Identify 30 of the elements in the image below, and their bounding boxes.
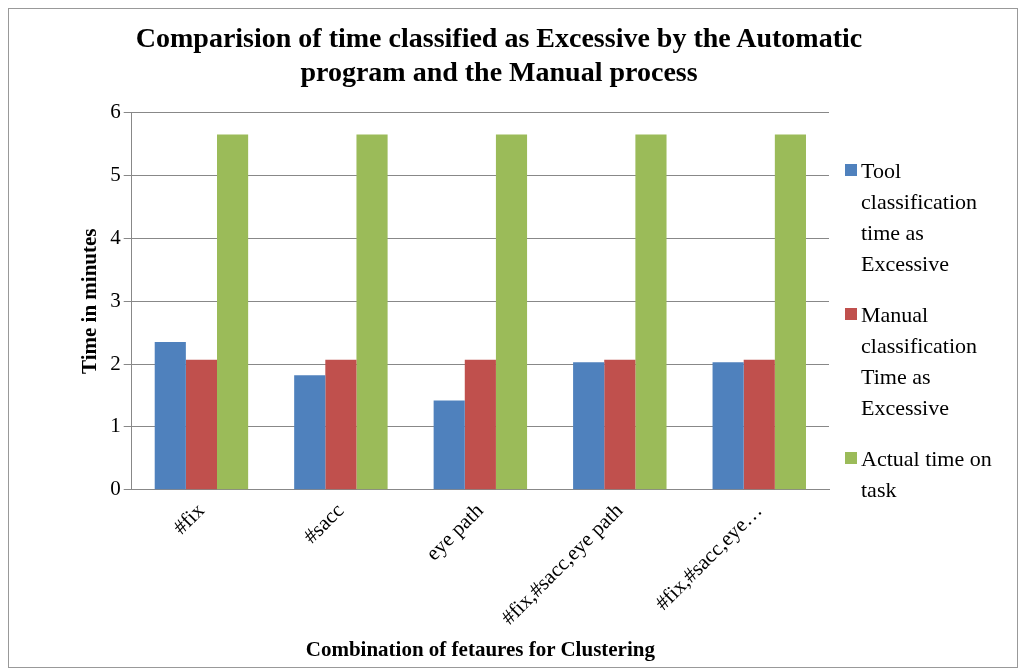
bar — [294, 375, 326, 490]
bar — [774, 134, 806, 490]
bar — [154, 342, 186, 490]
y-tick-label: 1 — [110, 413, 121, 438]
chart-title: Comparision of time classified as Excessive by the Automatic program and the Manual process — [134, 21, 864, 89]
x-tick-label: #fix — [167, 497, 210, 540]
y-tick-label: 2 — [110, 350, 121, 375]
x-axis-title: Combination of fetaures for Clustering — [305, 636, 656, 661]
bar — [185, 359, 217, 490]
bar — [325, 359, 357, 490]
y-tick-label: 5 — [110, 161, 121, 186]
bar — [495, 134, 528, 490]
bar — [573, 362, 605, 490]
bar — [217, 134, 249, 490]
legend-label: Tool classification time as Excessive — [861, 157, 979, 278]
bar — [712, 362, 744, 490]
y-tick-label: 6 — [110, 99, 121, 124]
bar — [743, 359, 775, 490]
legend-label: Actual time on task — [861, 445, 993, 504]
x-tick-label: eye path — [420, 497, 489, 566]
y-tick-label: 0 — [110, 476, 121, 501]
y-tick-label: 3 — [110, 287, 121, 312]
bar — [356, 134, 388, 490]
bar — [433, 400, 465, 490]
y-tick-label: 4 — [110, 224, 122, 249]
bar — [464, 359, 496, 490]
bar — [635, 134, 667, 490]
legend-label: Manual classification Time as Excessive — [861, 301, 979, 422]
y-axis-title: Time in minutes — [77, 228, 102, 374]
bar — [604, 359, 636, 490]
